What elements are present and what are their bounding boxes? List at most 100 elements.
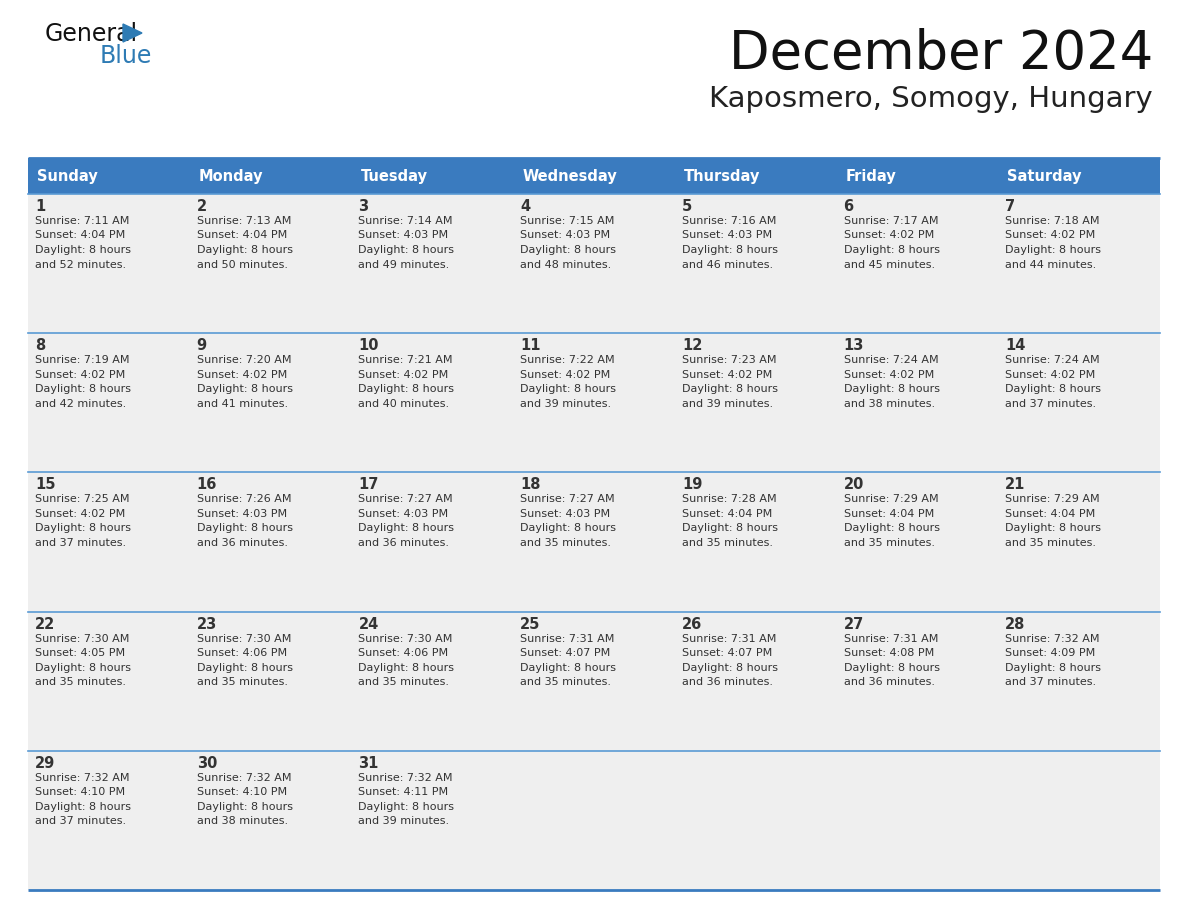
Text: Sunset: 4:09 PM: Sunset: 4:09 PM [1005,648,1095,658]
Text: Sunrise: 7:30 AM: Sunrise: 7:30 AM [359,633,453,644]
Text: and 46 minutes.: and 46 minutes. [682,260,773,270]
Text: Sunset: 4:02 PM: Sunset: 4:02 PM [359,370,449,380]
Text: Daylight: 8 hours: Daylight: 8 hours [34,385,131,394]
Text: 2: 2 [197,199,207,214]
Text: Sunset: 4:02 PM: Sunset: 4:02 PM [682,370,772,380]
Text: and 52 minutes.: and 52 minutes. [34,260,126,270]
Text: Sunrise: 7:18 AM: Sunrise: 7:18 AM [1005,216,1100,226]
Text: 28: 28 [1005,617,1025,632]
Text: Sunset: 4:04 PM: Sunset: 4:04 PM [1005,509,1095,519]
Text: Daylight: 8 hours: Daylight: 8 hours [1005,245,1101,255]
Text: Wednesday: Wednesday [523,169,617,184]
Text: and 42 minutes.: and 42 minutes. [34,398,126,409]
Text: Daylight: 8 hours: Daylight: 8 hours [843,663,940,673]
Text: Tuesday: Tuesday [360,169,428,184]
Bar [29,194,1159,333]
Text: Sunset: 4:02 PM: Sunset: 4:02 PM [34,370,125,380]
Text: Sunrise: 7:23 AM: Sunrise: 7:23 AM [682,355,776,365]
Text: 12: 12 [682,338,702,353]
Text: Sunrise: 7:17 AM: Sunrise: 7:17 AM [843,216,939,226]
Text: Sunrise: 7:24 AM: Sunrise: 7:24 AM [843,355,939,365]
Text: Sunset: 4:03 PM: Sunset: 4:03 PM [359,509,449,519]
Text: 27: 27 [843,617,864,632]
Text: Sunrise: 7:29 AM: Sunrise: 7:29 AM [1005,495,1100,504]
Text: Sunrise: 7:25 AM: Sunrise: 7:25 AM [34,495,129,504]
Text: and 44 minutes.: and 44 minutes. [1005,260,1097,270]
Text: and 36 minutes.: and 36 minutes. [359,538,449,548]
Text: Sunrise: 7:16 AM: Sunrise: 7:16 AM [682,216,776,226]
Text: Daylight: 8 hours: Daylight: 8 hours [34,801,131,812]
Text: and 39 minutes.: and 39 minutes. [359,816,449,826]
Text: and 37 minutes.: and 37 minutes. [1005,398,1097,409]
Text: Sunrise: 7:21 AM: Sunrise: 7:21 AM [359,355,453,365]
Text: Sunset: 4:03 PM: Sunset: 4:03 PM [197,509,286,519]
Text: and 41 minutes.: and 41 minutes. [197,398,287,409]
Text: Daylight: 8 hours: Daylight: 8 hours [1005,523,1101,533]
Text: 8: 8 [34,338,45,353]
Text: 5: 5 [682,199,693,214]
Text: Thursday: Thursday [684,169,760,184]
Text: 3: 3 [359,199,368,214]
Text: December 2024: December 2024 [728,28,1154,80]
Text: Sunrise: 7:15 AM: Sunrise: 7:15 AM [520,216,614,226]
Text: and 36 minutes.: and 36 minutes. [682,677,773,687]
Text: Kaposmero, Somogy, Hungary: Kaposmero, Somogy, Hungary [709,85,1154,113]
Text: Sunset: 4:02 PM: Sunset: 4:02 PM [520,370,611,380]
Text: 11: 11 [520,338,541,353]
Text: and 35 minutes.: and 35 minutes. [1005,538,1097,548]
Text: Sunrise: 7:28 AM: Sunrise: 7:28 AM [682,495,777,504]
Text: Daylight: 8 hours: Daylight: 8 hours [682,385,778,394]
Text: Sunrise: 7:13 AM: Sunrise: 7:13 AM [197,216,291,226]
Bar [29,611,1159,751]
Text: Sunrise: 7:31 AM: Sunrise: 7:31 AM [520,633,614,644]
Text: and 35 minutes.: and 35 minutes. [34,677,126,687]
Text: Sunset: 4:02 PM: Sunset: 4:02 PM [843,230,934,241]
Text: Sunrise: 7:14 AM: Sunrise: 7:14 AM [359,216,453,226]
Text: 19: 19 [682,477,702,492]
Text: Daylight: 8 hours: Daylight: 8 hours [520,385,617,394]
Text: and 38 minutes.: and 38 minutes. [843,398,935,409]
Text: 16: 16 [197,477,217,492]
Text: 23: 23 [197,617,217,632]
Text: Daylight: 8 hours: Daylight: 8 hours [682,663,778,673]
Text: and 36 minutes.: and 36 minutes. [197,538,287,548]
Text: Daylight: 8 hours: Daylight: 8 hours [843,523,940,533]
Text: and 39 minutes.: and 39 minutes. [520,398,612,409]
Text: Sunset: 4:03 PM: Sunset: 4:03 PM [520,230,611,241]
Text: Sunrise: 7:24 AM: Sunrise: 7:24 AM [1005,355,1100,365]
Text: Friday: Friday [846,169,896,184]
Text: and 45 minutes.: and 45 minutes. [843,260,935,270]
Text: 15: 15 [34,477,56,492]
Text: Daylight: 8 hours: Daylight: 8 hours [682,245,778,255]
Text: Sunrise: 7:26 AM: Sunrise: 7:26 AM [197,495,291,504]
Text: Sunrise: 7:22 AM: Sunrise: 7:22 AM [520,355,614,365]
Text: Daylight: 8 hours: Daylight: 8 hours [197,523,292,533]
Text: and 37 minutes.: and 37 minutes. [34,538,126,548]
Text: Daylight: 8 hours: Daylight: 8 hours [359,245,455,255]
Text: Daylight: 8 hours: Daylight: 8 hours [34,663,131,673]
Text: Blue: Blue [100,44,152,68]
Text: and 35 minutes.: and 35 minutes. [197,677,287,687]
Text: Sunday: Sunday [37,169,97,184]
Text: Sunrise: 7:20 AM: Sunrise: 7:20 AM [197,355,291,365]
Text: Sunrise: 7:19 AM: Sunrise: 7:19 AM [34,355,129,365]
Text: 13: 13 [843,338,864,353]
Text: Sunset: 4:07 PM: Sunset: 4:07 PM [682,648,772,658]
Text: 14: 14 [1005,338,1025,353]
Text: Sunrise: 7:32 AM: Sunrise: 7:32 AM [1005,633,1100,644]
Text: and 37 minutes.: and 37 minutes. [34,816,126,826]
Text: 22: 22 [34,617,56,632]
Text: Sunrise: 7:30 AM: Sunrise: 7:30 AM [34,633,129,644]
Text: Sunset: 4:02 PM: Sunset: 4:02 PM [1005,370,1095,380]
Text: 29: 29 [34,756,56,771]
Text: Sunrise: 7:31 AM: Sunrise: 7:31 AM [682,633,776,644]
Text: Daylight: 8 hours: Daylight: 8 hours [197,245,292,255]
Text: Sunrise: 7:32 AM: Sunrise: 7:32 AM [359,773,453,783]
Text: Sunset: 4:04 PM: Sunset: 4:04 PM [34,230,125,241]
Text: Sunset: 4:02 PM: Sunset: 4:02 PM [197,370,287,380]
Text: and 40 minutes.: and 40 minutes. [359,398,449,409]
Bar [29,751,1159,890]
Bar [29,333,1159,473]
Text: Sunrise: 7:31 AM: Sunrise: 7:31 AM [843,633,939,644]
Text: Sunrise: 7:11 AM: Sunrise: 7:11 AM [34,216,129,226]
